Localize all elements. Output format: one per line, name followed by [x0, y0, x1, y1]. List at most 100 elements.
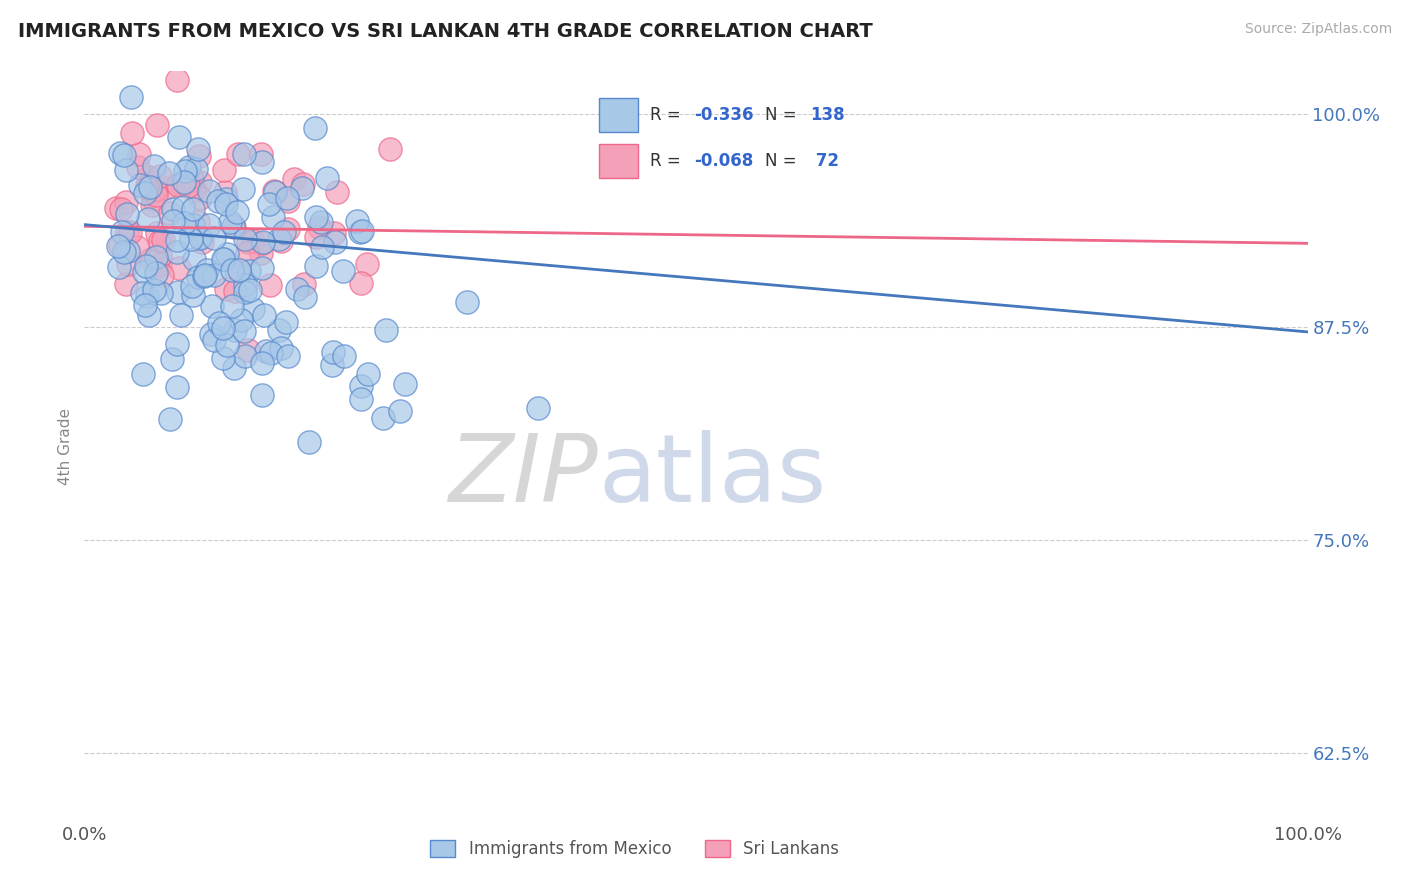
Point — [252, 235, 274, 249]
Point — [315, 171, 337, 186]
Point — [233, 232, 256, 246]
Point — [167, 130, 190, 145]
FancyBboxPatch shape — [599, 145, 638, 178]
Point — [277, 349, 299, 363]
Point — [136, 211, 159, 226]
Point — [389, 404, 412, 418]
Point — [221, 262, 243, 277]
Legend: Immigrants from Mexico, Sri Lankans: Immigrants from Mexico, Sri Lankans — [423, 833, 846, 864]
Point — [143, 159, 166, 173]
Point — [224, 219, 246, 234]
Point — [107, 239, 129, 253]
Point — [198, 184, 221, 198]
Point — [394, 376, 416, 391]
Point — [139, 180, 162, 194]
Text: 138: 138 — [810, 106, 845, 124]
Point — [145, 182, 167, 196]
Point — [238, 263, 260, 277]
Point — [128, 147, 150, 161]
Point — [138, 170, 160, 185]
Point — [187, 269, 209, 284]
Text: N =: N = — [765, 106, 801, 124]
Point — [131, 286, 153, 301]
Point — [202, 231, 225, 245]
Point — [233, 324, 256, 338]
Point — [183, 183, 205, 197]
Point — [145, 183, 167, 197]
Text: atlas: atlas — [598, 430, 827, 522]
Point — [276, 191, 298, 205]
Point — [285, 282, 308, 296]
Point — [145, 266, 167, 280]
Point — [108, 237, 131, 252]
Point — [305, 210, 328, 224]
Point — [180, 278, 202, 293]
Point — [252, 388, 274, 402]
Point — [191, 235, 214, 250]
Text: ZIP: ZIP — [449, 431, 598, 522]
Point — [127, 160, 149, 174]
Point — [259, 277, 281, 292]
Point — [188, 231, 211, 245]
Point — [356, 257, 378, 271]
Point — [160, 351, 183, 366]
Point — [215, 192, 238, 206]
Point — [217, 247, 239, 261]
Point — [188, 175, 211, 189]
Point — [145, 226, 167, 240]
Point — [226, 147, 249, 161]
Point — [141, 198, 163, 212]
Point — [188, 191, 211, 205]
Point — [115, 162, 138, 177]
Point — [159, 206, 181, 220]
Point — [224, 285, 246, 299]
Point — [187, 149, 209, 163]
Point — [456, 294, 478, 309]
Point — [145, 188, 167, 202]
Point — [294, 290, 316, 304]
Point — [117, 257, 139, 271]
Point — [180, 232, 202, 246]
Point — [270, 342, 292, 356]
Point — [208, 316, 231, 330]
Point — [207, 194, 229, 208]
Point — [277, 194, 299, 208]
Point — [332, 264, 354, 278]
Point — [166, 380, 188, 394]
Point — [135, 178, 157, 193]
Point — [212, 252, 235, 267]
Point — [250, 246, 273, 260]
Point — [250, 155, 273, 169]
Point — [173, 175, 195, 189]
Point — [214, 185, 236, 199]
Point — [162, 214, 184, 228]
Point — [373, 411, 395, 425]
Point — [276, 315, 298, 329]
Point — [110, 145, 132, 160]
Point — [112, 148, 135, 162]
Point — [212, 320, 235, 334]
Point — [228, 262, 250, 277]
Point — [321, 358, 343, 372]
Point — [215, 196, 238, 211]
Point — [273, 225, 295, 239]
Point — [149, 258, 172, 272]
Point — [352, 223, 374, 237]
Point — [172, 200, 194, 214]
Point — [187, 215, 209, 229]
Point — [212, 252, 235, 266]
Point — [304, 259, 326, 273]
Point — [253, 308, 276, 322]
Point — [291, 177, 314, 191]
Point — [166, 245, 188, 260]
FancyBboxPatch shape — [599, 98, 638, 132]
Point — [263, 184, 285, 198]
Point — [134, 186, 156, 201]
Point — [111, 226, 134, 240]
Point — [201, 299, 224, 313]
Y-axis label: 4th Grade: 4th Grade — [58, 408, 73, 484]
Point — [222, 219, 245, 233]
Point — [264, 185, 287, 199]
Point — [236, 343, 259, 358]
Point — [138, 308, 160, 322]
